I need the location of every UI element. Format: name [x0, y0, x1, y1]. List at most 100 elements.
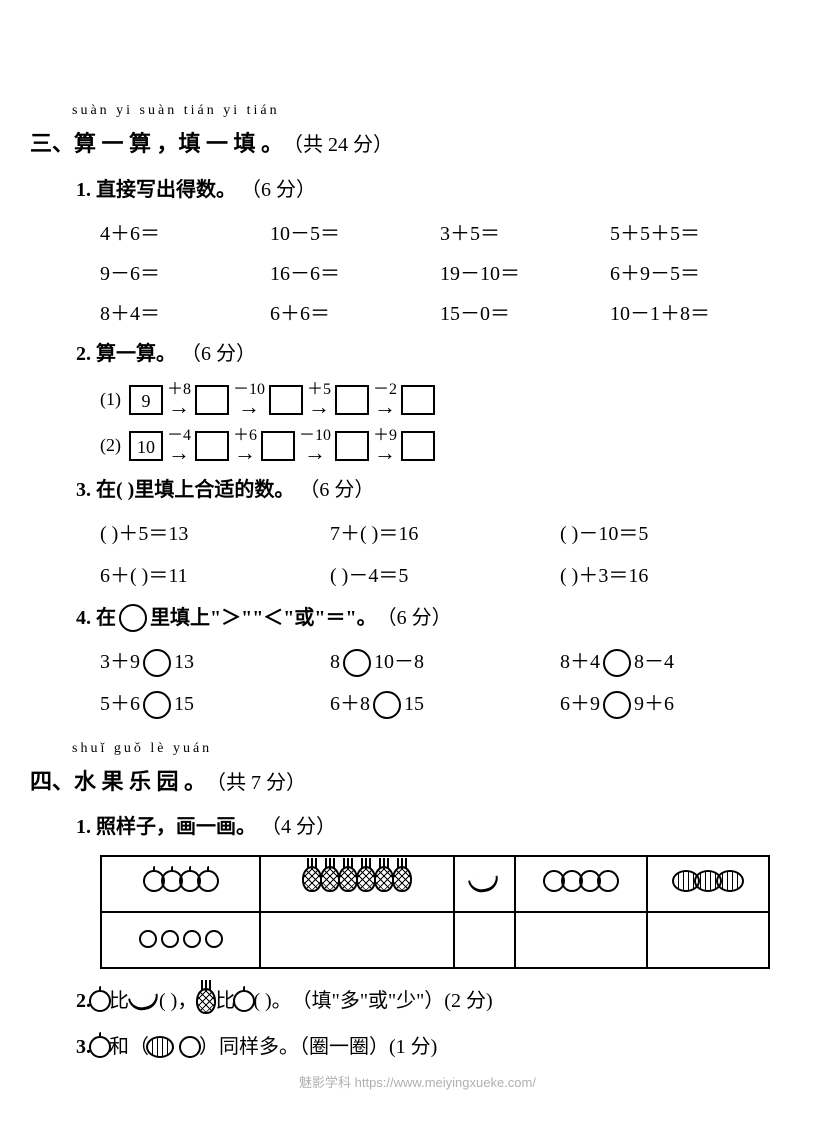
section4-pinyin: shuǐ guǒ lè yuán: [72, 738, 805, 760]
ring-icon: [205, 930, 223, 948]
compare-item: 3＋913: [100, 646, 330, 678]
blank-box[interactable]: [261, 431, 295, 461]
q4-text-a: 4. 在: [76, 602, 116, 634]
section4-num: 四、: [30, 764, 74, 799]
pineapple-icon: [374, 866, 394, 892]
start-box: 9: [129, 385, 163, 415]
table-row: [101, 912, 769, 968]
blank-box[interactable]: [195, 431, 229, 461]
blank-box[interactable]: [335, 385, 369, 415]
pineapple-icon: [196, 988, 216, 1014]
compare-item: 6＋815: [330, 688, 560, 720]
equation: 3＋5＝: [440, 218, 610, 250]
blank-box[interactable]: [269, 385, 303, 415]
banana-icon: [128, 994, 160, 1013]
arrow-op: ＋8→: [167, 382, 191, 418]
fill-blank[interactable]: ( )－4＝5: [330, 560, 560, 592]
section4-points: （共 7 分）: [206, 767, 306, 799]
circle-blank[interactable]: [143, 649, 171, 677]
equation: 6＋6＝: [270, 298, 440, 330]
arrow-op: －2→: [373, 382, 397, 418]
circle-blank[interactable]: [373, 691, 401, 719]
fill-row: ( )＋5＝137＋( )＝16( )－10＝5: [100, 518, 805, 550]
q4-pts: （6 分）: [377, 602, 452, 634]
blank-box[interactable]: [195, 385, 229, 415]
pineapple-icon: [392, 866, 412, 892]
blank-cell[interactable]: [647, 912, 769, 968]
circle-blank[interactable]: [603, 649, 631, 677]
chain: (2)10－4→＋6→－10→＋9→: [100, 428, 805, 464]
compare-item: 8＋48－4: [560, 646, 790, 678]
compare-row: 3＋913810－88＋48－4: [100, 646, 805, 678]
orange-icon: [597, 870, 619, 892]
fill-blank[interactable]: ( )－10＝5: [560, 518, 790, 550]
fill-row: 6＋( )＝11( )－4＝5( )＋3＝16: [100, 560, 805, 592]
ring-cell: [101, 912, 260, 968]
circle-blank[interactable]: [143, 691, 171, 719]
pineapple-cell: [260, 856, 453, 912]
circle-blank[interactable]: [603, 691, 631, 719]
q4-label: 4. 在 里填上"＞""＜"或"＝"。 （6 分）: [76, 602, 805, 634]
watermark: 魅影学科 https://www.meiyingxueke.com/: [0, 1073, 835, 1094]
s4q2-a: 比: [109, 985, 129, 1017]
s4q1-label: 1. 照样子，画一画。 （4 分）: [76, 811, 805, 843]
equation: 9－6＝: [100, 258, 270, 290]
circle-blank[interactable]: [343, 649, 371, 677]
fill-blank[interactable]: ( )＋5＝13: [100, 518, 330, 550]
section3-points: （共 24 分）: [283, 129, 393, 161]
equation: 5＋5＋5＝: [610, 218, 790, 250]
blank-box[interactable]: [335, 431, 369, 461]
pineapple-icon: [320, 866, 340, 892]
ring-icon: [139, 930, 157, 948]
s4q2-d: ( )。: [253, 985, 291, 1017]
s4q3-a: 和（: [109, 1031, 149, 1063]
equation: 15－0＝: [440, 298, 610, 330]
arrow-op: －4→: [167, 428, 191, 464]
section3-title: 三、 算 一 算 ，填 一 填 。 （共 24 分）: [30, 126, 805, 161]
melon-cell: [647, 856, 769, 912]
start-box: 10: [129, 431, 163, 461]
orange-cell: [515, 856, 647, 912]
blank-cell[interactable]: [454, 912, 515, 968]
pineapple-icon: [338, 866, 358, 892]
q1-label: 1. 直接写出得数。 （6 分）: [76, 174, 805, 206]
s4q3: 3. 和（ ）同样多。（圈一圈）(1 分): [76, 1031, 805, 1063]
arrow-op: －10→: [233, 382, 265, 418]
chain-index: (2): [100, 431, 121, 460]
pineapple-icon: [356, 866, 376, 892]
q3-pts: （6 分）: [299, 479, 374, 501]
section3-text: 算 一 算 ，填 一 填 。: [74, 126, 283, 161]
fill-blank[interactable]: 6＋( )＝11: [100, 560, 330, 592]
fill-blank[interactable]: 7＋( )＝16: [330, 518, 560, 550]
ring-icon: [161, 930, 179, 948]
equation: 6＋9－5＝: [610, 258, 790, 290]
s4q2-b: ( )，: [159, 985, 197, 1017]
equation: 10－5＝: [270, 218, 440, 250]
q2-label: 2. 算一算。 （6 分）: [76, 338, 805, 370]
blank-cell[interactable]: [515, 912, 647, 968]
chain: (1)9＋8→－10→＋5→－2→: [100, 382, 805, 418]
blank-box[interactable]: [401, 431, 435, 461]
s4q1-text: 1. 照样子，画一画。: [76, 816, 256, 838]
blank-box[interactable]: [401, 385, 435, 415]
s4q2-c: 比: [215, 985, 235, 1017]
arrow-op: ＋6→: [233, 428, 257, 464]
q3-text: 3. 在( )里填上合适的数。: [76, 479, 294, 501]
compare-item: 810－8: [330, 646, 560, 678]
apple-icon: [197, 870, 219, 892]
q2-text: 2. 算一算。: [76, 343, 176, 365]
section4-text: 水 果 乐 园 。: [74, 764, 206, 799]
apple-cell: [101, 856, 260, 912]
circle-icon: [119, 604, 147, 632]
table-row: [101, 856, 769, 912]
s4q2-hint: （填"多"或"少"）(2 分): [292, 985, 493, 1017]
fruit-table: [100, 855, 770, 969]
q3-label: 3. 在( )里填上合适的数。 （6 分）: [76, 474, 805, 506]
fill-blank[interactable]: ( )＋3＝16: [560, 560, 790, 592]
blank-cell[interactable]: [260, 912, 453, 968]
equation: 19－10＝: [440, 258, 610, 290]
section3-num: 三、: [30, 126, 74, 161]
compare-row: 5＋6156＋8156＋99＋6: [100, 688, 805, 720]
arrow-op: ＋9→: [373, 428, 397, 464]
equation: 10－1＋8＝: [610, 298, 790, 330]
